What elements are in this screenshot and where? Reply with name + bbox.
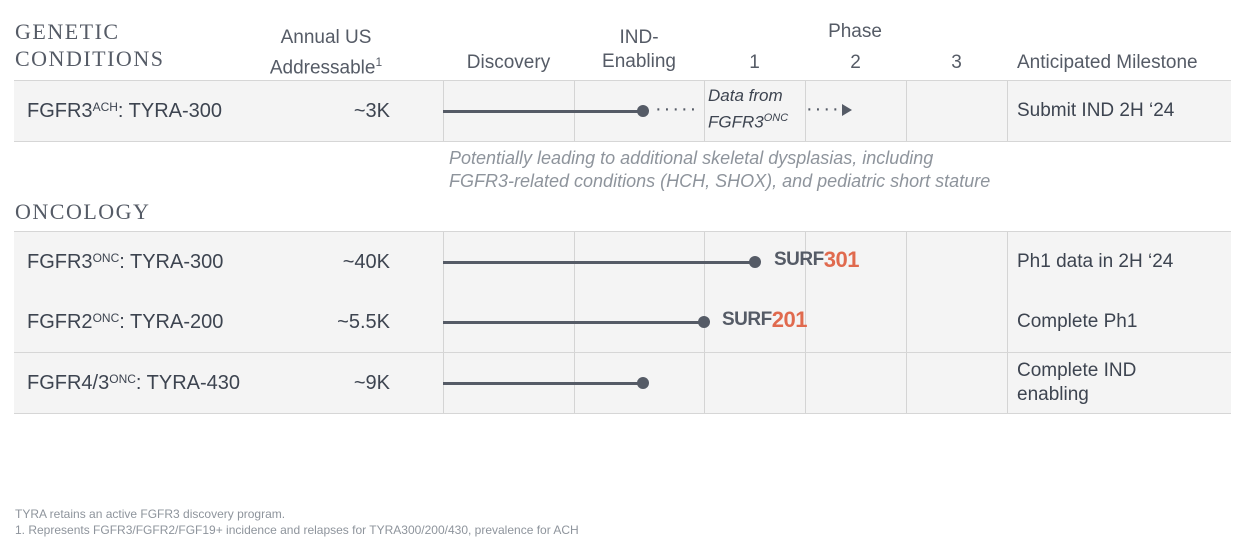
dotted-continuation: ···· <box>806 98 841 120</box>
milestone: Ph1 data in 2H ‘24 <box>1017 251 1174 272</box>
footnote-discovery-program: TYRA retains an active FGFR3 discovery p… <box>15 507 286 521</box>
milestone-line-2: enabling <box>1017 384 1089 405</box>
footnote-1: 1. Represents FGFR3/FGFR2/FGF19+ inciden… <box>15 523 579 537</box>
column-divider <box>906 292 907 352</box>
program-name: FGFR3ONC: TYRA-300 <box>27 251 224 273</box>
column-divider <box>805 292 806 352</box>
header-annual-us: Annual US <box>280 27 372 48</box>
column-divider <box>704 353 705 413</box>
column-divider <box>805 81 806 141</box>
progress-end-dot <box>749 256 761 268</box>
data-source-note: Data from FGFR3ONC <box>708 85 788 134</box>
table-row: FGFR4/3ONC: TYRA-430 ~9K Complete IND en… <box>14 353 1231 414</box>
arrow-right-icon <box>842 104 852 116</box>
header-addressable-footnote-mark: 1 <box>375 55 383 69</box>
header-ind-line-2: Enabling <box>602 51 676 72</box>
column-divider <box>805 353 806 413</box>
header-phase-2: 2 <box>850 52 861 73</box>
header-phase-3: 3 <box>951 52 962 73</box>
table-row: FGFR3ACH: TYRA-300 ~3K ····· Data from F… <box>14 80 1231 142</box>
column-divider <box>1007 232 1008 292</box>
addressable-value: ~3K <box>353 100 390 122</box>
data-source-note-line-2: FGFR3 <box>708 112 764 132</box>
surf-201-logo: SURF 201 <box>722 307 807 332</box>
header-phase-1: 1 <box>749 52 760 73</box>
column-divider <box>1007 353 1008 413</box>
header-ind-enabling: IND- Enabling <box>574 26 704 74</box>
column-divider <box>704 81 705 141</box>
column-divider <box>906 232 907 292</box>
progress-bar <box>443 261 755 264</box>
genetic-note: Potentially leading to additional skelet… <box>449 147 990 193</box>
milestone: Complete Ph1 <box>1017 311 1138 332</box>
header-ind-line-1: IND- <box>619 27 659 48</box>
progress-bar <box>443 110 643 113</box>
surf-301-logo: SURF 301 <box>774 247 859 272</box>
data-source-note-line-1: Data from <box>708 86 783 105</box>
progress-bar <box>443 321 705 324</box>
column-divider <box>805 232 806 292</box>
data-source-note-sup: ONC <box>763 112 789 124</box>
progress-end-dot <box>637 377 649 389</box>
program-name: FGFR4/3ONC: TYRA-430 <box>27 372 241 394</box>
section-title-line-1: GENETIC <box>15 19 120 44</box>
column-divider <box>906 81 907 141</box>
header-anticipated-milestone: Anticipated Milestone <box>1017 52 1198 73</box>
addressable-value: ~40K <box>342 251 390 273</box>
column-divider <box>1007 81 1008 141</box>
milestone-line-1: Complete IND <box>1017 360 1137 381</box>
genetic-note-line-2: FGFR3-related conditions (HCH, SHOX), an… <box>449 171 991 191</box>
addressable-value: ~5.5K <box>337 311 390 333</box>
milestone: Complete IND enabling <box>1017 353 1136 413</box>
section-title-line-2: CONDITIONS <box>15 46 165 71</box>
footnotes: TYRA retains an active FGFR3 discovery p… <box>15 506 579 538</box>
progress-end-dot <box>698 316 710 328</box>
section-title-genetic-conditions: GENETIC CONDITIONS <box>15 18 164 72</box>
progress-bar <box>443 382 643 385</box>
table-row: FGFR2ONC: TYRA-200 ~5.5K SURF 201 Complet… <box>14 292 1231 353</box>
column-divider <box>906 353 907 413</box>
column-divider <box>1007 292 1008 352</box>
header-discovery: Discovery <box>466 52 551 73</box>
table-row: FGFR3ONC: TYRA-300 ~40K SURF 301 Ph1 data… <box>14 231 1231 293</box>
progress-end-dot <box>637 105 649 117</box>
header-annual-us-addressable: Annual US Addressable1 <box>258 26 394 80</box>
milestone: Submit IND 2H ‘24 <box>1017 100 1175 121</box>
header-phase: Phase <box>828 21 882 42</box>
addressable-value: ~9K <box>353 372 390 394</box>
program-name: FGFR2ONC: TYRA-200 <box>27 311 224 333</box>
dotted-continuation: ····· <box>655 98 699 120</box>
header-addressable: Addressable <box>269 57 376 79</box>
section-title-oncology: ONCOLOGY <box>15 199 151 224</box>
program-name: FGFR3ACH: TYRA-300 <box>27 100 223 122</box>
genetic-note-line-1: Potentially leading to additional skelet… <box>449 148 934 168</box>
